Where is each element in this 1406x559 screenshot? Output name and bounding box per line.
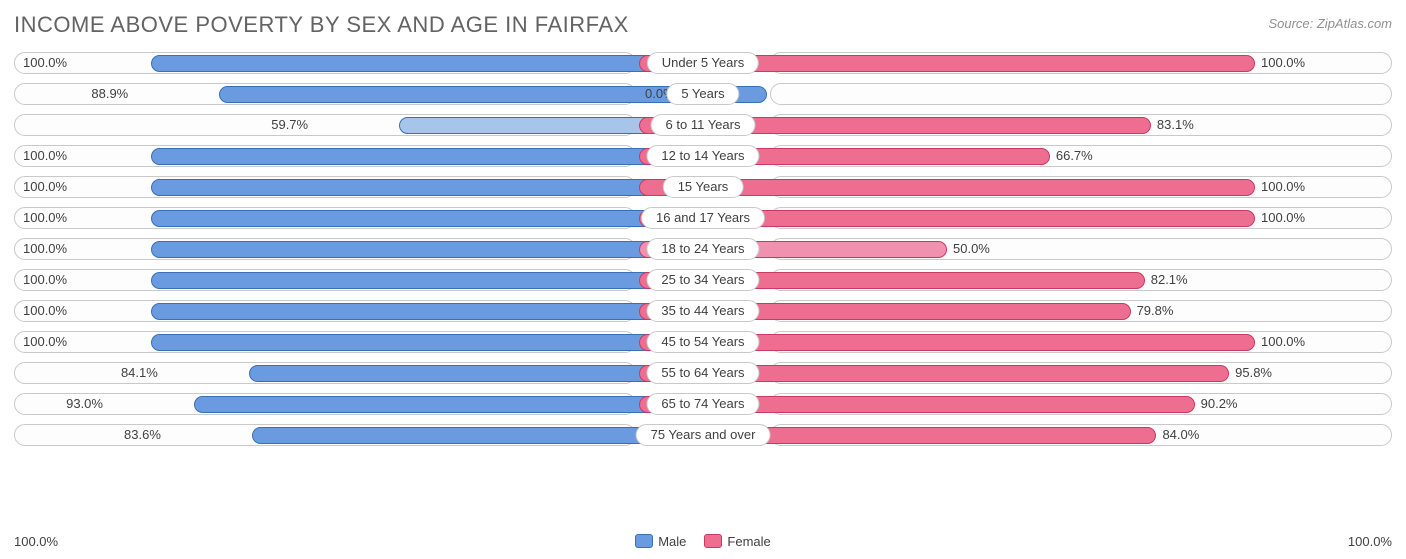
female-value: 84.0% [1162, 424, 1199, 446]
legend-male: Male [635, 534, 686, 549]
chart-row: 100.0% 66.7% 12 to 14 Years [14, 145, 1392, 171]
female-value: 95.8% [1235, 362, 1272, 384]
male-value: 100.0% [23, 238, 67, 260]
chart-rows: 100.0% 100.0% Under 5 Years 88.9%0.0%5 Year… [14, 52, 1392, 450]
female-value: 100.0% [1261, 176, 1305, 198]
female-value: 100.0% [1261, 331, 1305, 353]
chart-row: 100.0% 100.0% Under 5 Years [14, 52, 1392, 78]
age-label: 12 to 14 Years [646, 145, 759, 167]
chart-row: 88.9%0.0%5 Years [14, 83, 1392, 109]
chart-row: 84.1% 95.8% 55 to 64 Years [14, 362, 1392, 388]
female-value: 100.0% [1261, 207, 1305, 229]
age-label: 25 to 34 Years [646, 269, 759, 291]
age-label: 15 Years [663, 176, 744, 198]
male-value: 100.0% [23, 269, 67, 291]
male-value: 100.0% [23, 52, 67, 74]
age-label: 75 Years and over [636, 424, 771, 446]
legend-male-label: Male [658, 534, 686, 549]
legend-female-label: Female [727, 534, 770, 549]
female-value: 66.7% [1056, 145, 1093, 167]
legend: Male Female [635, 534, 771, 549]
male-value: 83.6% [124, 424, 161, 446]
male-value: 88.9% [91, 83, 128, 105]
chart-row: 100.0% 82.1% 25 to 34 Years [14, 269, 1392, 295]
chart-row: 83.6% 84.0% 75 Years and over [14, 424, 1392, 450]
age-label: 45 to 54 Years [646, 331, 759, 353]
male-value: 100.0% [23, 207, 67, 229]
chart-title: INCOME ABOVE POVERTY BY SEX AND AGE IN F… [14, 12, 629, 38]
age-label: 35 to 44 Years [646, 300, 759, 322]
chart-row: 100.0% 100.0% 16 and 17 Years [14, 207, 1392, 233]
female-value: 100.0% [1261, 52, 1305, 74]
male-value: 100.0% [23, 300, 67, 322]
male-value: 59.7% [271, 114, 308, 136]
female-value: 83.1% [1157, 114, 1194, 136]
chart-source: Source: ZipAtlas.com [1268, 12, 1392, 31]
male-swatch [635, 534, 653, 548]
legend-female: Female [704, 534, 770, 549]
chart-row: 100.0% 100.0% 45 to 54 Years [14, 331, 1392, 357]
chart-footer: 100.0% Male Female 100.0% [14, 534, 1392, 549]
age-label: 5 Years [666, 83, 739, 105]
female-value: 79.8% [1137, 300, 1174, 322]
chart-row: 100.0% 79.8% 35 to 44 Years [14, 300, 1392, 326]
female-swatch [704, 534, 722, 548]
chart-row: 93.0% 90.2% 65 to 74 Years [14, 393, 1392, 419]
age-label: Under 5 Years [647, 52, 759, 74]
age-label: 6 to 11 Years [651, 114, 756, 136]
male-value: 100.0% [23, 176, 67, 198]
chart-row: 100.0% 50.0% 18 to 24 Years [14, 238, 1392, 264]
male-value: 100.0% [23, 331, 67, 353]
chart-row: 59.7% 83.1% 6 to 11 Years [14, 114, 1392, 140]
age-label: 16 and 17 Years [641, 207, 765, 229]
male-value: 84.1% [121, 362, 158, 384]
chart-header: INCOME ABOVE POVERTY BY SEX AND AGE IN F… [14, 12, 1392, 38]
female-value: 90.2% [1201, 393, 1238, 415]
age-label: 18 to 24 Years [646, 238, 759, 260]
male-value: 100.0% [23, 145, 67, 167]
female-track [770, 83, 1392, 105]
axis-right-label: 100.0% [1348, 534, 1392, 549]
female-value: 82.1% [1151, 269, 1188, 291]
age-label: 65 to 74 Years [646, 393, 759, 415]
age-label: 55 to 64 Years [646, 362, 759, 384]
male-value: 93.0% [66, 393, 103, 415]
chart-row: 100.0% 100.0% 15 Years [14, 176, 1392, 202]
female-value: 50.0% [953, 238, 990, 260]
axis-left-label: 100.0% [14, 534, 58, 549]
